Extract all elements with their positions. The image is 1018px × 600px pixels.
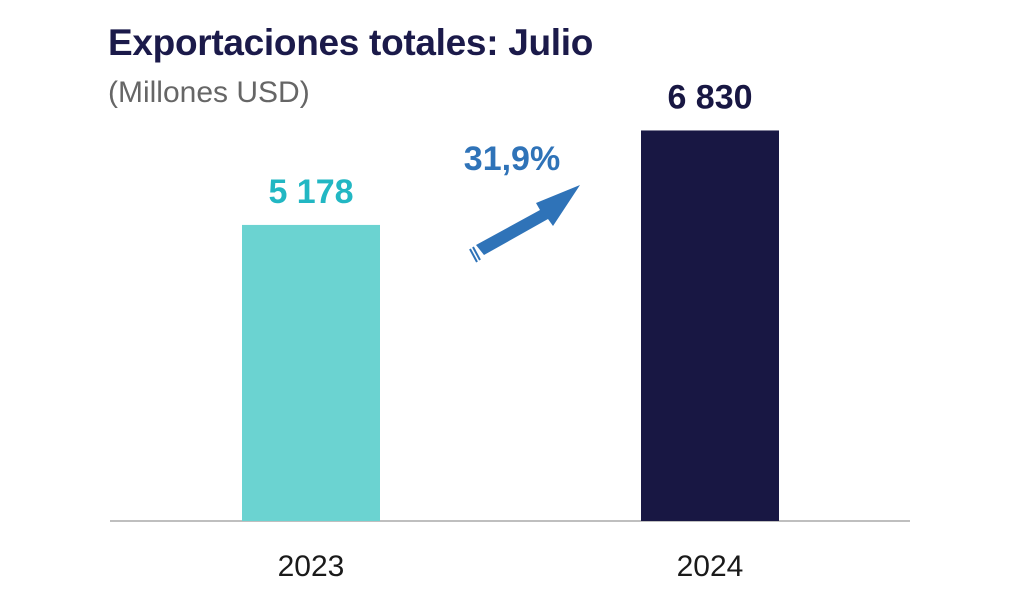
growth-percentage-label: 31,9% — [464, 140, 560, 178]
growth-arrow-icon — [469, 185, 580, 263]
chart-subtitle: (Millones USD) — [108, 76, 310, 109]
bar-2023 — [242, 224, 380, 521]
value-label-2023: 5 178 — [268, 173, 353, 211]
value-label-2024: 6 830 — [667, 78, 752, 116]
bar-2024 — [641, 130, 779, 521]
x-tick-label-2024: 2024 — [677, 550, 744, 583]
chart-title: Exportaciones totales: Julio — [108, 22, 594, 63]
x-tick-label-2023: 2023 — [278, 550, 345, 583]
